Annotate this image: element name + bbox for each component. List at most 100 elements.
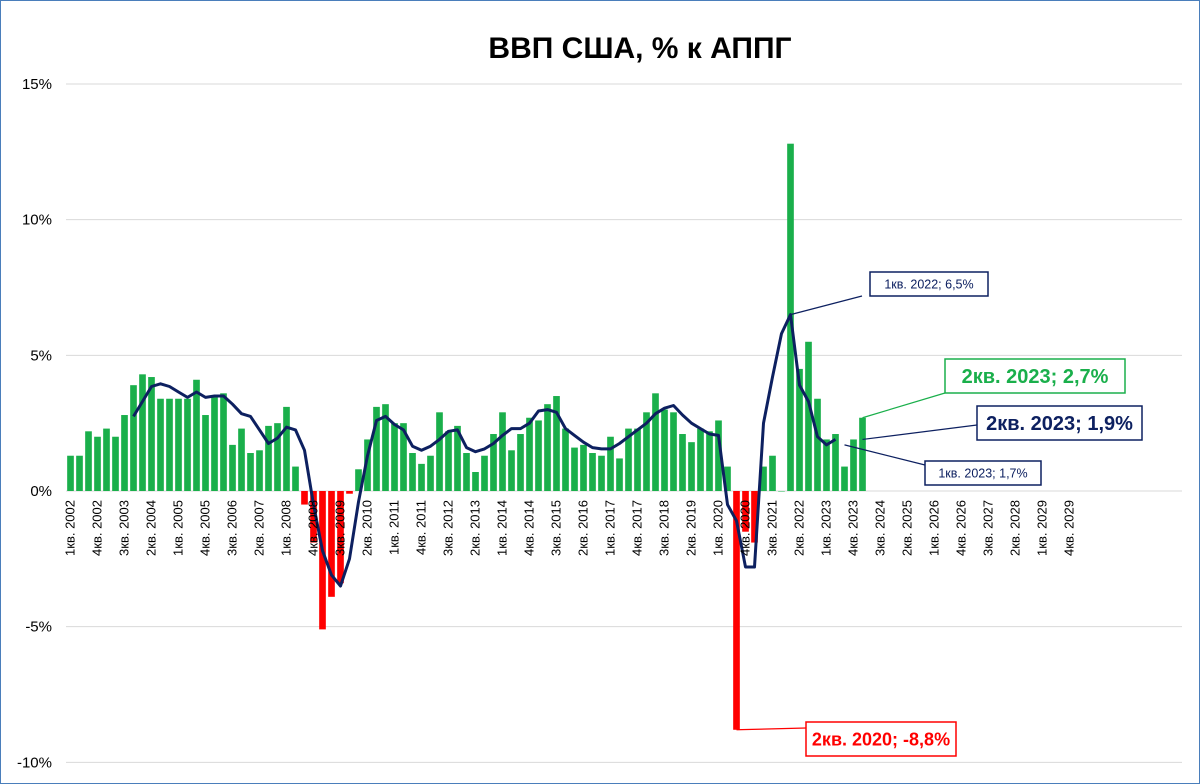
bar [202,415,209,491]
annotation-box [976,405,1143,441]
annotation-leader [862,392,946,419]
x-tick-label: 4кв. 2020 [738,500,753,556]
bar [409,453,416,491]
x-tick-label: 3кв. 2003 [117,500,132,556]
annotation-box [869,271,989,297]
bar [292,466,299,491]
bar [112,436,119,491]
annotation: 1кв. 2023; 1,7% [844,444,1042,486]
x-tick-label: 3кв. 2015 [549,500,564,556]
bar [463,453,470,491]
x-tick-label: 4кв. 2005 [198,500,213,556]
bar [517,434,524,491]
bar [256,450,263,491]
bar [742,491,749,532]
bar [193,379,200,491]
bar [670,412,677,491]
annotation: 2кв. 2020; -8,8% [736,721,957,757]
bar [427,455,434,491]
annotation-leader [862,424,978,441]
bar [679,434,686,491]
bar [238,428,245,491]
bar [121,415,128,491]
bar [436,412,443,491]
y-tick-label: 10% [22,212,52,229]
x-tick-label: 2кв. 2004 [144,500,159,556]
bar [634,428,641,491]
bar [400,423,407,491]
bar [616,458,623,491]
annotation-box [924,460,1042,486]
y-tick-label: 0% [30,483,52,500]
bar [769,455,776,491]
bar [508,450,515,491]
bar [643,412,650,491]
x-tick-label: 2кв. 2010 [360,500,375,556]
annotation-leader [790,295,863,316]
bar [571,447,578,491]
bar [418,463,425,491]
bar [319,491,326,630]
x-tick-label: 2кв. 2016 [576,500,591,556]
y-tick-label: -5% [25,619,52,636]
bar [265,425,272,491]
annotation-box [944,358,1126,394]
bar [166,398,173,491]
bar [382,404,389,491]
bar [229,444,236,491]
x-tick-label: 1кв. 2005 [171,500,186,556]
annotation-leader [736,727,807,731]
bar [94,436,101,491]
x-tick-label: 2кв. 2028 [1008,500,1023,556]
x-tick-label: 4кв. 2017 [630,500,645,556]
bar [535,420,542,491]
bar [283,406,290,491]
bar [526,417,533,491]
bar [175,398,182,491]
bar [130,385,137,491]
bar [337,491,344,584]
bar [715,420,722,491]
bar [580,444,587,491]
x-tick-label: 3кв. 2021 [765,500,780,556]
x-tick-label: 1кв. 2017 [603,500,618,556]
bar [661,409,668,491]
x-tick-label: 3кв. 2024 [873,500,888,556]
bar [328,491,335,597]
bar [859,417,866,491]
annotation: 2кв. 2023; 1,9% [862,405,1143,441]
y-tick-label: 5% [30,347,52,364]
x-tick-label: 1кв. 2002 [63,500,78,556]
bar [103,428,110,491]
bar [850,439,857,491]
bar [706,431,713,491]
bar [796,368,803,491]
x-tick-label: 1кв. 2026 [927,500,942,556]
x-tick-label: 2кв. 2019 [684,500,699,556]
x-tick-label: 4кв. 2023 [846,500,861,556]
bar [841,466,848,491]
bar [373,406,380,491]
bars-layer [67,143,866,730]
bar [445,431,452,491]
bar [85,431,92,491]
bar [211,396,218,491]
annotation-label: 1кв. 2023; 1,7% [938,467,1027,481]
x-tick-label: 4кв. 2026 [954,500,969,556]
y-axis-ticks: 15% 10% 5% 0% -5% -10% [17,76,52,771]
x-tick-label: 3кв. 2009 [333,500,348,556]
x-axis-ticks: 1кв. 2002 4кв. 2002 3кв. 2003 2кв. 2004 1кв.… [63,500,1077,556]
annotation: 1кв. 2022; 6,5% [790,271,989,316]
x-tick-label: 4кв. 2002 [90,500,105,556]
bar [553,396,560,491]
bar [67,455,74,491]
annotation: 2кв. 2023; 2,7% [862,358,1126,419]
bar [724,466,731,491]
bar [625,428,632,491]
trend-line-layer [132,313,837,588]
annotation-label: 2кв. 2023; 1,9% [986,413,1133,435]
chart-title: ВВП США, % к АППГ [488,32,791,65]
x-tick-label: 3кв. 2006 [225,500,240,556]
bar [598,455,605,491]
